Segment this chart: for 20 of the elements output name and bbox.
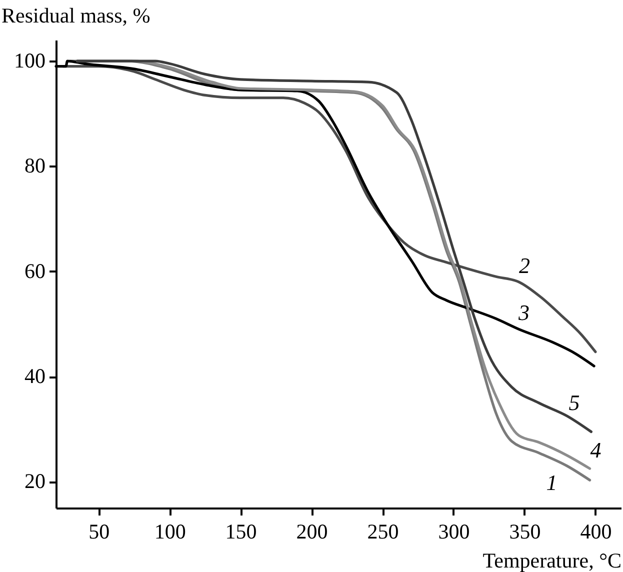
x-tick-label: 350 (509, 520, 541, 544)
x-tick-label: 200 (296, 520, 328, 544)
x-tick-label: 400 (580, 520, 612, 544)
y-tick-label: 60 (24, 258, 46, 283)
y-tick-label: 40 (24, 364, 46, 388)
series-label: 3 (518, 300, 530, 326)
series-label: 5 (568, 390, 580, 415)
x-axis-title: Temperature, °C (482, 548, 622, 572)
y-tick-label: 80 (24, 154, 46, 178)
y-axis-title: Residual mass, % (2, 4, 150, 28)
series-label: 4 (590, 438, 602, 463)
y-tick-label: 100 (14, 48, 46, 73)
x-tick-label: 300 (438, 520, 470, 544)
x-tick-label: 150 (225, 520, 257, 544)
series-label: 1 (546, 470, 558, 496)
x-tick-label: 100 (154, 520, 186, 544)
x-tick-label: 50 (88, 520, 110, 544)
x-tick-label: 250 (367, 520, 399, 544)
series-label: 2 (518, 252, 530, 278)
y-tick-label: 20 (24, 469, 46, 494)
